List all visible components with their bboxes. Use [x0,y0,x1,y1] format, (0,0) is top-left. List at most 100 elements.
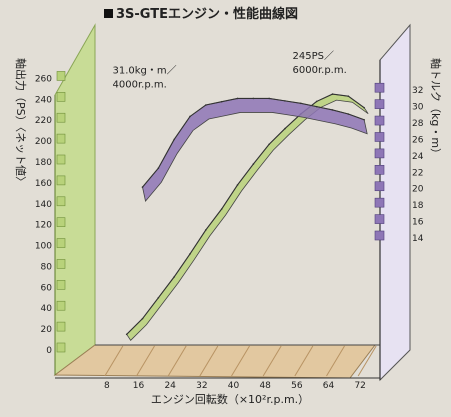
x-tick-label: 40 [228,381,240,391]
y-right-tick-label: 24 [412,152,424,162]
floor-tick-line [136,345,155,377]
data-point [331,93,334,95]
chart-title: 3S-GTEエンジン・性能曲線図 [116,6,298,22]
right-wall-band [374,181,385,192]
annotation-label: 6000r.p.m. [293,65,347,76]
right-wall-band [374,132,385,142]
data-point [236,184,239,186]
left-wall-band [56,71,66,81]
right-wall-band [374,115,385,126]
title-marker-icon [104,9,113,18]
x-tick-label: 72 [354,381,365,391]
data-point [315,100,318,103]
data-point [205,104,207,106]
data-point [220,100,223,103]
left-wall-band [56,217,66,227]
y-left-tick-label: 0 [46,346,52,356]
y-left-tick-label: 200 [35,137,52,147]
y-left-tick-label: 60 [41,283,53,293]
data-point [252,97,255,100]
series-ribbon [142,98,368,202]
left-wall-band [56,280,66,290]
x-tick-label: 56 [291,381,303,391]
y-left-tick-label: 100 [35,242,52,252]
data-point [189,253,191,255]
left-wall-band [56,300,66,311]
data-point [252,163,255,165]
data-point [363,106,365,109]
x-axis-label: エンジン回転数（×10²r.p.m.） [151,393,309,406]
data-point [125,333,128,336]
y-left-tick-label: 220 [35,116,52,126]
data-point [268,97,270,100]
y-left-label: 軸出力（PS）〈ネット値〉 [14,58,28,187]
left-wall-band [56,196,66,207]
y-right-tick-label: 20 [412,185,424,195]
floor-tick-line [199,345,219,377]
left-wall-band [56,321,66,332]
y-left-tick-label: 40 [41,304,53,314]
data-point [300,102,302,105]
left-wall-band [56,154,66,165]
data-point [157,167,160,170]
right-wall-band [374,230,385,241]
y-right-tick-label: 18 [412,201,424,211]
data-point [141,186,144,188]
left-wall-band [56,175,66,186]
data-point [220,208,223,210]
data-point [284,100,286,102]
right-wall-band [374,197,385,208]
x-tick-label: 8 [104,381,110,391]
floor-tick-line [357,345,377,377]
data-point [268,143,270,146]
left-wall-band [56,92,66,102]
data-point [205,229,207,231]
floor-tick-line [104,345,124,377]
data-point [363,118,365,121]
x-tick-label: 32 [196,381,207,391]
floor-tick-line [294,345,314,377]
left-wall-band [56,259,66,269]
y-left-tick-label: 180 [35,158,52,168]
y-right-label: 軸トルク（kg・m） [429,58,443,159]
annotation-label: 245PS／ [293,50,334,62]
y-right-tick-label: 14 [412,234,424,244]
data-point [157,296,160,299]
data-point [347,113,350,115]
left-wall-band [56,133,66,144]
floor-tick-line [167,345,187,377]
data-point [173,276,175,278]
series-ribbon [126,93,369,341]
annotation-label: 31.0kg・m／ [113,64,177,76]
x-tick-label: 64 [323,381,335,391]
y-left-tick-label: 260 [35,74,52,84]
series-line [126,93,365,335]
data-point [236,97,239,100]
right-wall-band [374,165,385,175]
data-point [189,115,191,118]
x-tick-label: 16 [133,381,145,391]
left-wall-band [56,238,66,248]
y-left-tick-label: 160 [35,179,52,189]
y-left-tick-label: 20 [41,325,53,335]
right-wall-face [379,23,411,382]
y-right-tick-label: 16 [412,218,424,228]
data-point [315,105,318,108]
y-right-tick-label: 32 [412,86,423,96]
y-left-tick-label: 120 [35,221,52,231]
data-point [173,138,175,141]
x-tick-label: 48 [259,381,271,391]
floor-tick-line [326,345,345,377]
right-wall-band [374,82,385,93]
y-left-tick-label: 240 [35,95,52,105]
right-wall-band [374,148,385,159]
data-point [331,109,334,111]
floor-tick-line [262,345,282,377]
y-right-tick-label: 22 [412,168,423,178]
data-point [284,127,286,130]
y-left-tick-label: 140 [35,200,52,210]
left-wall-band [56,112,66,123]
left-wall-band [56,342,66,353]
y-left-tick-label: 80 [41,262,53,272]
